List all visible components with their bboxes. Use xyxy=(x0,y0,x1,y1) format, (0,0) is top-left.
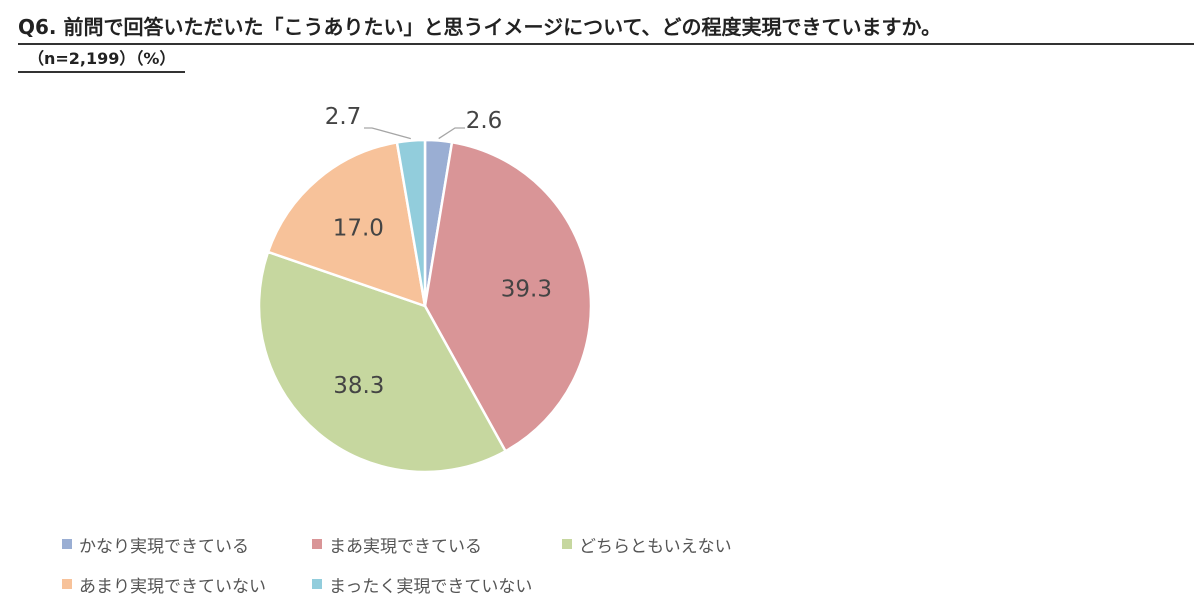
pie-slices xyxy=(257,138,593,474)
leader-lines xyxy=(364,127,465,140)
legend-label: かなり実現できている xyxy=(79,536,249,557)
legend-swatch xyxy=(62,539,72,549)
legend-row-2: あまり実現できていない まったく実現できていない xyxy=(62,570,862,598)
data-label: 38.3 xyxy=(333,373,384,399)
legend-swatch xyxy=(562,539,572,549)
legend: かなり実現できている まあ実現できている どちらともいえない あまり実現できてい… xyxy=(62,530,862,610)
chart-title: Q6. 前問で回答いただいた「こうありたい」と思うイメージについて、どの程度実現… xyxy=(18,14,1194,45)
legend-swatch xyxy=(62,579,72,589)
data-label: 2.6 xyxy=(466,108,503,134)
pie-slice xyxy=(395,138,427,307)
data-label: 39.3 xyxy=(501,276,552,302)
chart-subtitle: （n=2,199）（%） xyxy=(18,49,186,73)
legend-item: どちらともいえない xyxy=(562,532,812,557)
legend-row-1: かなり実現できている まあ実現できている どちらともいえない xyxy=(62,530,862,558)
legend-label: まあ実現できている xyxy=(329,536,482,557)
legend-swatch xyxy=(312,539,322,549)
legend-label: どちらともいえない xyxy=(579,536,732,557)
legend-swatch xyxy=(312,579,322,589)
legend-label: まったく実現できていない xyxy=(329,576,533,597)
legend-item: あまり実現できていない xyxy=(62,572,312,597)
data-label: 17.0 xyxy=(333,216,384,242)
legend-item: まったく実現できていない xyxy=(312,572,562,597)
legend-item: まあ実現できている xyxy=(312,532,562,557)
pie-slice xyxy=(423,140,593,453)
data-labels: 2.6 39.3 38.3 17.0 2.7 xyxy=(325,104,552,399)
data-label: 2.7 xyxy=(325,104,362,130)
legend-label: あまり実現できていない xyxy=(79,576,266,597)
legend-item: かなり実現できている xyxy=(62,532,312,557)
pie-slice xyxy=(257,250,508,474)
title-block: Q6. 前問で回答いただいた「こうありたい」と思うイメージについて、どの程度実現… xyxy=(18,14,1194,73)
pie-slice xyxy=(266,140,427,308)
leader-line xyxy=(364,127,411,140)
leader-line xyxy=(438,127,465,140)
